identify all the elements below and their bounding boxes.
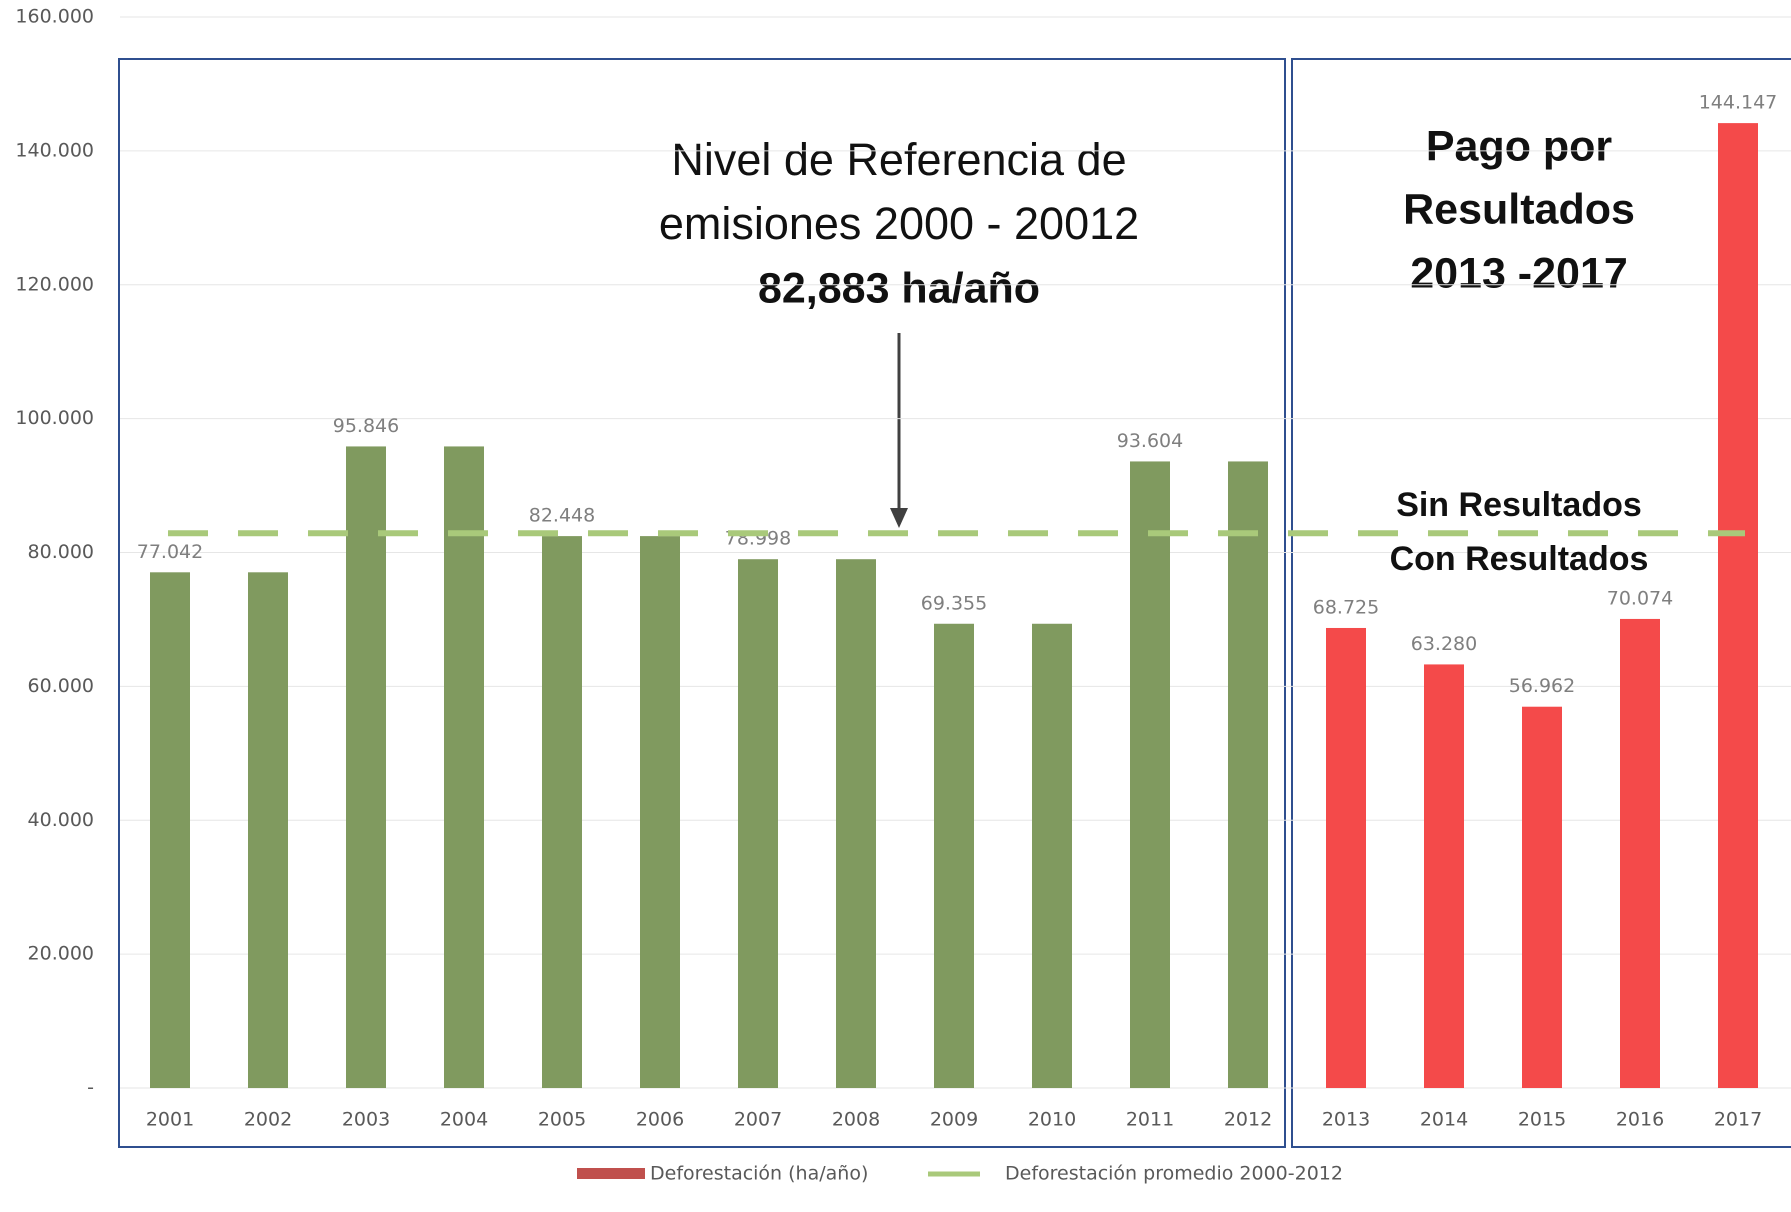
annotation: 82,883 ha/año (758, 264, 1040, 312)
bar (150, 572, 190, 1088)
period-box (1291, 58, 1791, 1148)
marks: - 20.000 40.000 60.000 80.000 100.000 120.000 1… (15, 6, 1791, 1185)
bar (1718, 123, 1758, 1088)
value-label: 68.725 (1313, 596, 1379, 618)
value-label: 82.448 (529, 505, 595, 527)
annotation: Con Resultados (1390, 540, 1649, 578)
x-tick-label: 2014 (1420, 1109, 1468, 1131)
annotation: Resultados (1403, 185, 1635, 233)
x-tick-label: 2002 (244, 1109, 292, 1131)
x-tick-label: 2013 (1322, 1109, 1370, 1131)
annotation: Nivel de Referencia de (671, 134, 1126, 185)
bar (1620, 618, 1660, 1088)
y-tick-label: 100.000 (15, 407, 94, 429)
y-tick-label: 140.000 (15, 139, 94, 161)
y-tick-label: 160.000 (15, 6, 94, 28)
x-tick-label: 2007 (734, 1109, 782, 1131)
legend-swatch (577, 1168, 645, 1179)
y-tick-label: 80.000 (28, 541, 94, 563)
x-tick-label: 2012 (1224, 1109, 1272, 1131)
x-tick-label: 2008 (832, 1109, 880, 1131)
y-tick-label: 60.000 (28, 675, 94, 697)
bar (346, 446, 386, 1088)
x-tick-label: 2015 (1518, 1109, 1566, 1131)
x-tick-label: 2017 (1714, 1109, 1762, 1131)
arrow-head (890, 508, 908, 528)
bar (1130, 461, 1170, 1088)
bar (640, 536, 680, 1088)
annotation: 2013 -2017 (1410, 249, 1628, 297)
value-label: 77.042 (137, 541, 203, 563)
period-box (118, 58, 1286, 1148)
annotation: Sin Resultados (1396, 486, 1642, 524)
x-tick-label: 2004 (440, 1109, 488, 1131)
bar (444, 446, 484, 1088)
x-tick-label: 2011 (1126, 1109, 1174, 1131)
y-tick-label: - (87, 1077, 94, 1099)
bar (542, 536, 582, 1088)
bar (1228, 461, 1268, 1088)
bar (1522, 706, 1562, 1088)
bar (934, 623, 974, 1088)
x-tick-label: 2016 (1616, 1109, 1664, 1131)
x-tick-label: 2005 (538, 1109, 586, 1131)
x-tick-label: 2006 (636, 1109, 684, 1131)
y-tick-label: 20.000 (28, 943, 94, 965)
bar (1032, 623, 1072, 1088)
value-label: 93.604 (1117, 430, 1183, 452)
y-tick-label: 120.000 (15, 273, 94, 295)
value-label: 144.147 (1699, 92, 1778, 114)
annotation: emisiones 2000 - 20012 (659, 198, 1139, 249)
bar (836, 559, 876, 1088)
value-label: 56.962 (1509, 675, 1575, 697)
bar (738, 559, 778, 1088)
x-tick-label: 2003 (342, 1109, 390, 1131)
y-tick-label: 40.000 (28, 809, 94, 831)
value-label: 69.355 (921, 592, 987, 614)
bar (248, 572, 288, 1088)
value-label: 63.280 (1411, 633, 1477, 655)
legend-label: Deforestación (ha/año) (650, 1163, 868, 1185)
x-tick-label: 2010 (1028, 1109, 1076, 1131)
bar (1326, 627, 1366, 1088)
x-tick-label: 2009 (930, 1109, 978, 1131)
legend-label: Deforestación promedio 2000-2012 (1005, 1163, 1343, 1185)
value-label: 70.074 (1607, 587, 1673, 609)
annotation: Pago por (1426, 122, 1613, 170)
x-tick-label: 2001 (146, 1109, 194, 1131)
value-label: 95.846 (333, 415, 399, 437)
bar (1424, 664, 1464, 1088)
